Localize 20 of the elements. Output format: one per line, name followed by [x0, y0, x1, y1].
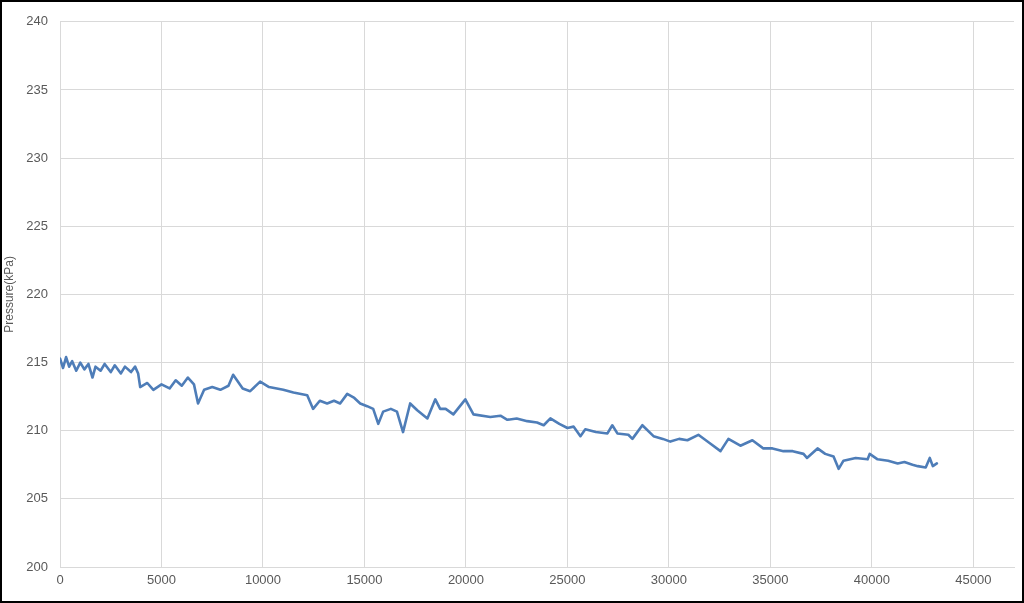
x-tick-label: 30000: [650, 572, 688, 588]
x-tick-label: 45000: [955, 572, 992, 588]
y-tick-label: 200: [26, 558, 48, 574]
y-tick-label: 240: [26, 13, 48, 29]
y-tick-label: 235: [26, 81, 48, 97]
x-tick-label: 0: [56, 572, 64, 588]
y-axis-title: Pressure(kPa): [1, 256, 16, 333]
x-tick-label: 5000: [147, 572, 176, 588]
x-tick-label: 15000: [346, 572, 383, 588]
y-tick-label: 205: [26, 490, 48, 506]
x-tick-label: 40000: [853, 572, 890, 588]
y-tick-label: 210: [26, 422, 48, 438]
y-tick-label: 225: [26, 217, 48, 233]
x-tick-label: 10000: [244, 572, 282, 588]
y-tick-label: 220: [26, 285, 48, 301]
x-tick-label: 20000: [447, 572, 485, 588]
y-tick-label: 230: [26, 149, 48, 165]
x-tick-label: 35000: [752, 572, 789, 588]
x-tick-label: 25000: [549, 572, 586, 588]
y-tick-label: 215: [26, 354, 48, 370]
